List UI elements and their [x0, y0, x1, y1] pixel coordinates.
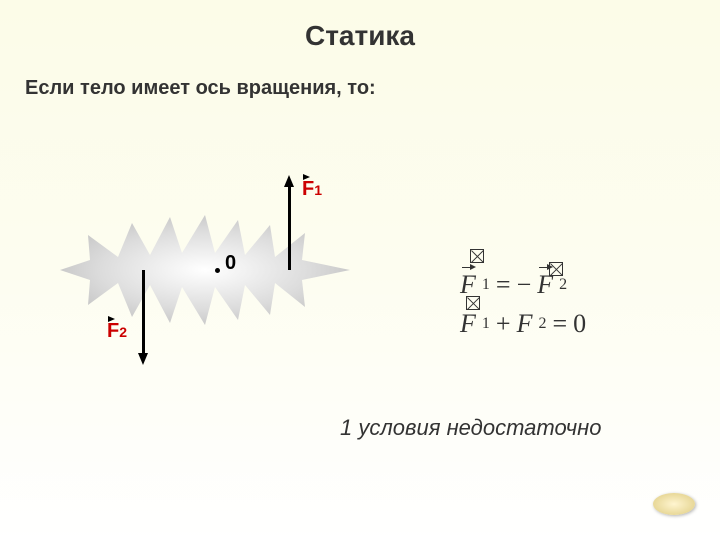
- f1-label: F1: [302, 178, 322, 201]
- f2-arrow-head: [138, 353, 148, 365]
- eq2-f2-sub: 2: [538, 312, 546, 336]
- equations-block: F1 = − F2 F1 + F2 = 0: [460, 265, 591, 343]
- broken-glyph-icon: [549, 262, 563, 276]
- f2-label: F2: [107, 320, 127, 343]
- eq1-neg: −: [517, 265, 532, 304]
- broken-glyph-icon: [470, 249, 484, 263]
- f1-arrow-head: [284, 175, 294, 187]
- f1-label-base: F: [302, 178, 314, 200]
- eq1-equals: =: [496, 265, 511, 304]
- page-title: Статика: [0, 0, 720, 52]
- eq2-zero: 0: [573, 304, 586, 343]
- eq2-f1-sub: 1: [482, 312, 490, 336]
- eq1-f1-sub: 1: [482, 273, 490, 297]
- f2-label-sub: 2: [119, 324, 127, 340]
- eq2-plus: +: [496, 304, 511, 343]
- f2-label-base: F: [107, 320, 119, 342]
- eq2-f2: F: [517, 304, 533, 343]
- center-label: 0: [225, 252, 236, 275]
- eq2-equals: =: [552, 304, 567, 343]
- burst-shape: [60, 215, 350, 325]
- subtitle: Если тело имеет ось вращения, то:: [0, 52, 720, 100]
- f1-arrow-line: [288, 185, 291, 270]
- eq1-f2-sub: 2: [559, 273, 567, 297]
- nav-button[interactable]: [653, 493, 695, 515]
- footer-note: 1 условия недостаточно: [340, 415, 601, 441]
- center-point: [215, 268, 220, 273]
- force-diagram: 0 F1 F2: [40, 160, 380, 380]
- f2-arrow-line: [142, 270, 145, 355]
- broken-glyph-icon: [466, 296, 480, 310]
- f1-label-sub: 1: [314, 182, 322, 198]
